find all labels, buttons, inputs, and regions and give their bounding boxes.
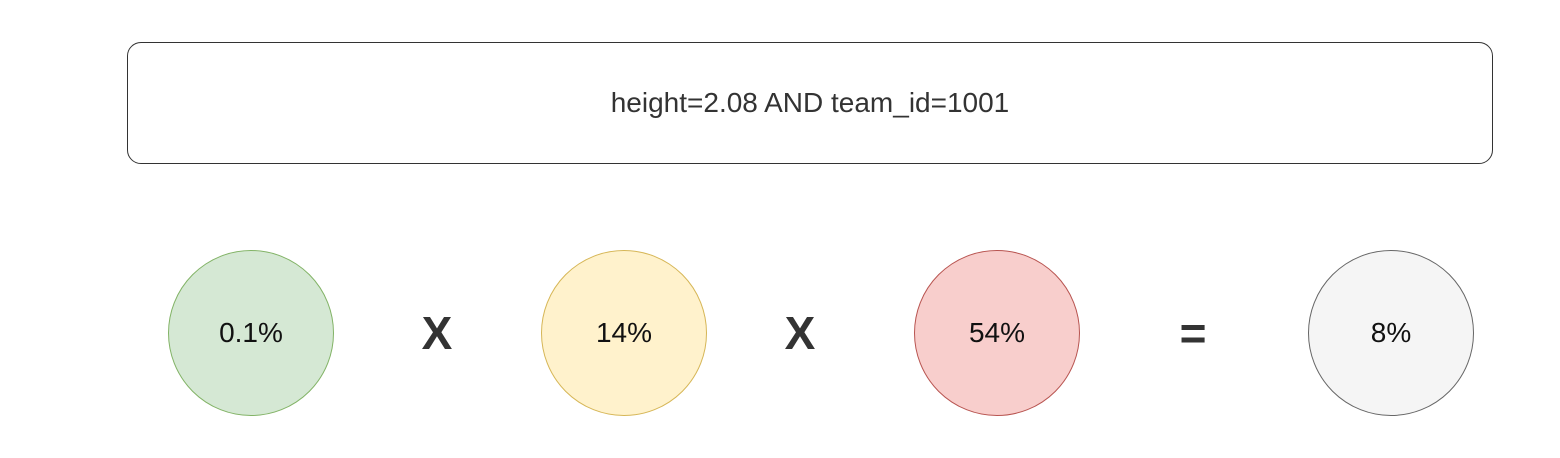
selectivity-circle-team-id: 14% bbox=[541, 250, 707, 416]
selectivity-circle-height: 0.1% bbox=[168, 250, 334, 416]
multiply-operator: X bbox=[421, 307, 453, 359]
circle-label: 0.1% bbox=[219, 317, 283, 348]
selectivity-circle-result: 8% bbox=[1308, 250, 1474, 416]
circle-label: 8% bbox=[1370, 317, 1412, 348]
multiply-operator: X bbox=[784, 307, 816, 359]
circle-label: 54% bbox=[968, 317, 1026, 348]
query-text: height=2.08 AND team_id=1001 bbox=[610, 87, 1010, 118]
equals-operator: = bbox=[1179, 307, 1207, 359]
query-box: height=2.08 AND team_id=1001 bbox=[127, 42, 1493, 164]
selectivity-circle-correlation: 54% bbox=[914, 250, 1080, 416]
circle-label: 14% bbox=[595, 317, 653, 348]
